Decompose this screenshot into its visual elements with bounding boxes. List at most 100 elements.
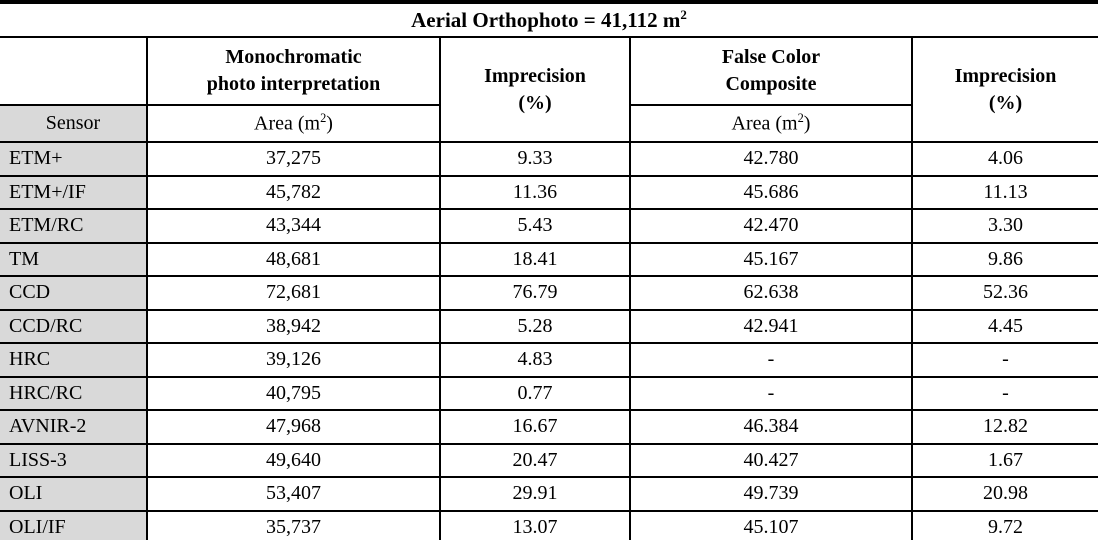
imprecision-mono-cell: 0.77 [439, 375, 631, 411]
fcc-area-cell: 46.384 [629, 409, 913, 445]
fcc-area-header: Area (m2) [629, 104, 913, 143]
imprecision-mono-cell: 29.91 [439, 476, 631, 512]
imprecision-fcc-cell: 4.45 [910, 308, 1098, 344]
imprecision-fcc-header-line2: (%) [988, 91, 1023, 114]
table-row: ETM/RC 43,344 5.43 42.470 3.30 [0, 208, 1098, 244]
table-row: ETM+/IF 45,782 11.36 45.686 11.13 [0, 174, 1098, 210]
fcc-header: False Color Composite [629, 36, 913, 106]
sensor-cell: CCD [0, 275, 148, 311]
table-title: Aerial Orthophoto = 41,112 m2 [0, 0, 1098, 38]
imprecision-fcc-cell: 52.36 [910, 275, 1098, 311]
imprecision-fcc-cell: 20.98 [910, 476, 1098, 512]
fcc-area-cell: - [629, 375, 913, 411]
mono-area-cell: 38,942 [146, 308, 441, 344]
mono-area-cell: 72,681 [146, 275, 441, 311]
imprecision-mono-cell: 16.67 [439, 409, 631, 445]
imprecision-fcc-cell: 9.86 [910, 241, 1098, 277]
sensor-cell: ETM/RC [0, 208, 148, 244]
mono-area-cell: 48,681 [146, 241, 441, 277]
sensor-column-header: Sensor [0, 104, 148, 143]
fcc-area-cell: 42.941 [629, 308, 913, 344]
table-row: ETM+ 37,275 9.33 42.780 4.06 [0, 141, 1098, 177]
sensor-cell: CCD/RC [0, 308, 148, 344]
area-superscript: 2 [797, 111, 804, 126]
imprecision-fcc-cell: 12.82 [910, 409, 1098, 445]
mono-area-cell: 43,344 [146, 208, 441, 244]
imprecision-fcc-cell: - [910, 342, 1098, 378]
mono-area-cell: 45,782 [146, 174, 441, 210]
table-row: HRC 39,126 4.83 - - [0, 342, 1098, 378]
imprecision-mono-header: Imprecision (%) [439, 36, 631, 143]
imprecision-mono-cell: 20.47 [439, 442, 631, 478]
table-title-text: Aerial Orthophoto = 41,112 m [411, 8, 681, 32]
sensor-cell: ETM+ [0, 141, 148, 177]
mono-area-cell: 47,968 [146, 409, 441, 445]
table-row: LISS-3 49,640 20.47 40.427 1.67 [0, 442, 1098, 478]
mono-header-line1: Monochromatic [225, 46, 362, 68]
area-label: Area (m [254, 112, 321, 135]
imprecision-fcc-cell: 3.30 [910, 208, 1098, 244]
mono-area-cell: 40,795 [146, 375, 441, 411]
area-label: Area (m [731, 112, 798, 135]
mono-area-header: Area (m2) [146, 104, 441, 143]
sensor-cell: HRC [0, 342, 148, 378]
sensor-cell: TM [0, 241, 148, 277]
empty-corner-cell [0, 36, 148, 106]
table-row: Monochromatic photo interpretation Impre… [0, 36, 1098, 143]
fcc-area-cell: 62.638 [629, 275, 913, 311]
table-row: Aerial Orthophoto = 41,112 m2 [0, 0, 1098, 38]
sensor-cell: OLI [0, 476, 148, 512]
fcc-header-line2: Composite [725, 73, 817, 95]
imprecision-mono-cell: 5.28 [439, 308, 631, 344]
imprecision-mono-cell: 18.41 [439, 241, 631, 277]
mono-area-cell: 39,126 [146, 342, 441, 378]
area-label-close: ) [803, 112, 811, 135]
sensor-cell: ETM+/IF [0, 174, 148, 210]
fcc-area-cell: 42.780 [629, 141, 913, 177]
area-superscript: 2 [320, 111, 327, 126]
table-row: OLI/IF 35,737 13.07 45.107 9.72 [0, 509, 1098, 540]
imprecision-fcc-header: Imprecision (%) [910, 36, 1098, 143]
imprecision-mono-cell: 5.43 [439, 208, 631, 244]
imprecision-mono-cell: 13.07 [439, 509, 631, 540]
sensor-cell: HRC/RC [0, 375, 148, 411]
table-title-superscript: 2 [680, 7, 687, 22]
imprecision-fcc-cell: 1.67 [910, 442, 1098, 478]
table-row: CCD 72,681 76.79 62.638 52.36 [0, 275, 1098, 311]
imprecision-fcc-cell: 9.72 [910, 509, 1098, 540]
fcc-area-cell: 45.167 [629, 241, 913, 277]
sensor-cell: LISS-3 [0, 442, 148, 478]
table-row: TM 48,681 18.41 45.167 9.86 [0, 241, 1098, 277]
imprecision-mono-header-line1: Imprecision [484, 64, 586, 87]
area-label-close: ) [326, 112, 333, 135]
fcc-area-cell: 42.470 [629, 208, 913, 244]
mono-area-cell: 35,737 [146, 509, 441, 540]
imprecision-fcc-cell: 4.06 [910, 141, 1098, 177]
imprecision-mono-cell: 4.83 [439, 342, 631, 378]
imprecision-mono-header-line2: (%) [518, 91, 552, 114]
imprecision-fcc-header-line1: Imprecision [954, 64, 1057, 87]
imprecision-mono-cell: 9.33 [439, 141, 631, 177]
mono-area-cell: 53,407 [146, 476, 441, 512]
imprecision-fcc-cell: - [910, 375, 1098, 411]
mono-header: Monochromatic photo interpretation [146, 36, 441, 106]
table-row: CCD/RC 38,942 5.28 42.941 4.45 [0, 308, 1098, 344]
fcc-area-cell: 40.427 [629, 442, 913, 478]
sensor-cell: OLI/IF [0, 509, 148, 540]
table-row: AVNIR-2 47,968 16.67 46.384 12.82 [0, 409, 1098, 445]
imprecision-fcc-cell: 11.13 [910, 174, 1098, 210]
sensor-cell: AVNIR-2 [0, 409, 148, 445]
table-row: Sensor Area (m2) Area (m2) [0, 104, 1098, 143]
fcc-area-cell: 45.686 [629, 174, 913, 210]
imprecision-mono-cell: 11.36 [439, 174, 631, 210]
fcc-header-line1: False Color [721, 46, 821, 68]
mono-area-cell: 49,640 [146, 442, 441, 478]
fcc-area-cell: - [629, 342, 913, 378]
fcc-area-cell: 49.739 [629, 476, 913, 512]
mono-area-cell: 37,275 [146, 141, 441, 177]
table-row: OLI 53,407 29.91 49.739 20.98 [0, 476, 1098, 512]
fcc-area-cell: 45.107 [629, 509, 913, 540]
mono-header-line2: photo interpretation [206, 73, 381, 95]
imprecision-mono-cell: 76.79 [439, 275, 631, 311]
